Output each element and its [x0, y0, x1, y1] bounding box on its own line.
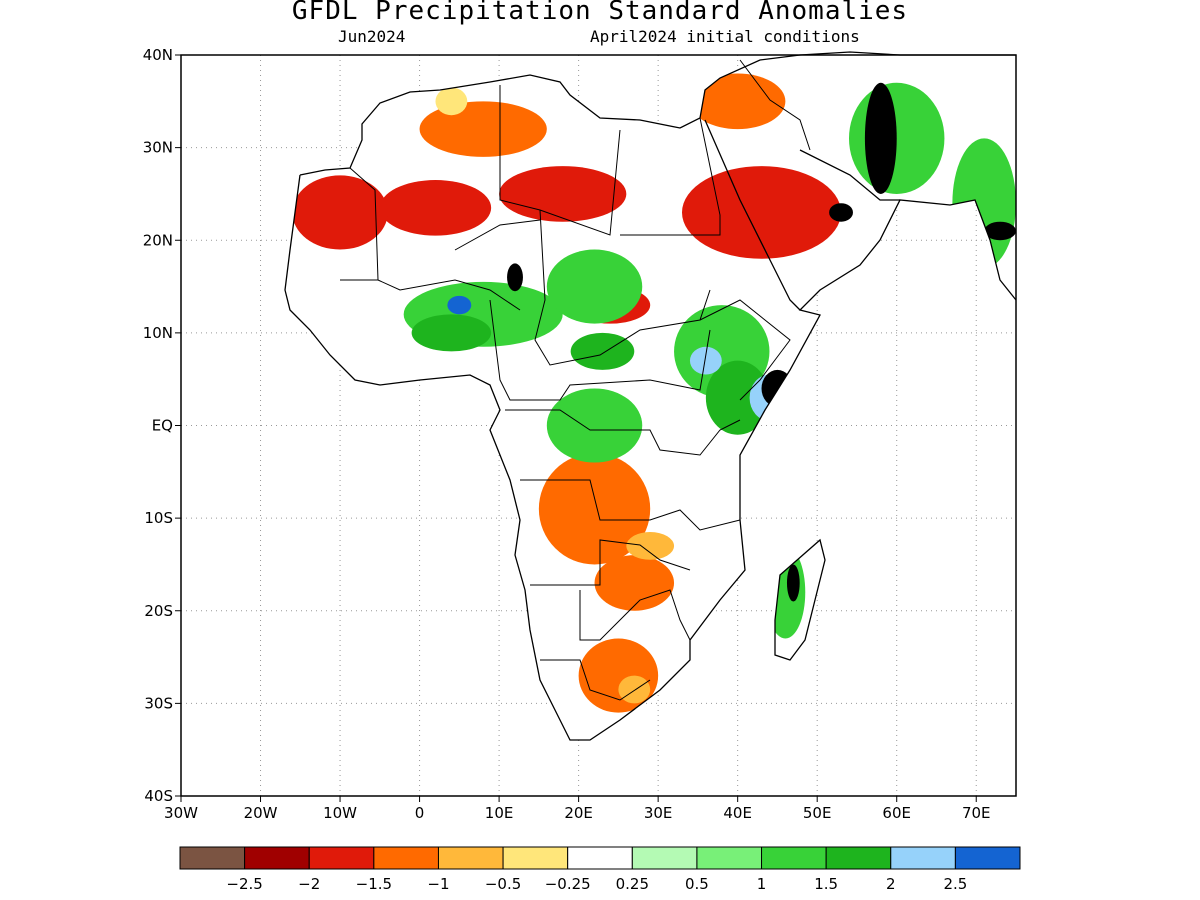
colorbar-swatch: [954, 846, 1021, 870]
lon-tick-label: 10E: [485, 804, 514, 822]
anomaly-region: [538, 453, 651, 565]
lon-tick-label: 20E: [564, 804, 593, 822]
colorbar-label: 2.5: [943, 875, 967, 893]
anomaly-region: [578, 638, 659, 713]
anomaly-region: [618, 675, 651, 704]
lon-tick-label: 20W: [244, 804, 278, 822]
colorbar-swatch: [502, 846, 569, 870]
lat-tick-label: 20N: [143, 231, 173, 249]
lon-tick-label: 70E: [962, 804, 991, 822]
colorbar-label: 0.25: [616, 875, 649, 893]
anomaly-region: [447, 295, 472, 315]
anomaly-region: [786, 564, 800, 602]
anomaly-region: [499, 166, 627, 222]
anomaly-region: [682, 166, 842, 259]
anomaly-region: [864, 82, 897, 194]
colorbar-swatch: [567, 846, 633, 870]
anomaly-region: [689, 73, 786, 130]
anomaly-region: [765, 545, 806, 639]
lon-tick-label: 10W: [323, 804, 357, 822]
lon-tick-label: 50E: [803, 804, 832, 822]
colorbar-label: 1.5: [814, 875, 838, 893]
colorbar-label: −2.5: [226, 875, 262, 893]
initial-conditions-label: April2024 initial conditions: [590, 27, 860, 46]
lat-tick-label: 30S: [144, 694, 173, 712]
anomaly-region: [984, 221, 1016, 241]
colorbar-swatch: [696, 846, 763, 870]
colorbar-label: −0.5: [485, 875, 521, 893]
anomaly-region: [705, 360, 770, 435]
anomaly-region: [507, 263, 523, 292]
lon-tick-label: 40E: [723, 804, 752, 822]
colorbar-swatch: [179, 846, 246, 870]
anomaly-region: [626, 532, 675, 560]
lat-tick-label: 10S: [144, 509, 173, 527]
lon-tick-label: 30W: [164, 804, 198, 822]
colorbar-swatch: [373, 846, 439, 870]
anomaly-region: [435, 87, 468, 116]
colorbar-label: −1.5: [356, 875, 392, 893]
colorbar-label: 0.5: [685, 875, 709, 893]
anomaly-region: [689, 346, 722, 375]
anomaly-region: [379, 180, 492, 236]
colorbar: −2.5 −2 −1.5 −1 −0.5 −0.25 0.25 0.5 1 1.5 2 2.5: [179, 846, 1021, 893]
colorbar-swatch: [437, 846, 504, 870]
colorbar-label: −1: [427, 875, 449, 893]
colorbar-label: 1: [757, 875, 767, 893]
lon-tick-label: 60E: [882, 804, 911, 822]
lon-tick-label: 30E: [644, 804, 673, 822]
lon-tick-label: 0: [415, 804, 425, 822]
colorbar-label: −2: [298, 875, 320, 893]
lat-tick-label: 40N: [143, 46, 173, 64]
forecast-month: Jun2024: [338, 27, 406, 46]
colorbar-swatch: [631, 846, 698, 870]
anomaly-region: [849, 82, 945, 194]
anomaly-region: [546, 249, 643, 324]
colorbar-swatch: [825, 846, 892, 870]
anomaly-region: [411, 314, 492, 352]
anomaly-region: [304, 582, 321, 602]
anomaly-region: [546, 388, 643, 463]
country-borders: [340, 59, 811, 701]
anomaly-region: [570, 332, 635, 370]
anomaly-region: [761, 369, 794, 407]
lat-tick-label: 30N: [143, 139, 173, 157]
colorbar-swatch: [308, 846, 375, 870]
anomaly-region: [419, 101, 547, 157]
colorbar-swatch: [890, 846, 956, 870]
colorbar-swatch: [761, 846, 827, 870]
anomaly-region: [829, 203, 853, 222]
lat-tick-label: 40S: [144, 787, 173, 805]
chart-title: GFDL Precipitation Standard Anomalies: [291, 0, 909, 26]
colorbar-label: −0.25: [545, 875, 591, 893]
lat-tick-label: 10N: [143, 324, 173, 342]
colorbar-swatch: [244, 846, 310, 870]
coastline: [284, 51, 1017, 741]
anomaly-region: [594, 555, 675, 611]
lat-tick-label: EQ: [152, 417, 173, 435]
lat-tick-label: 20S: [144, 602, 173, 620]
anomaly-region: [292, 175, 388, 250]
colorbar-label: 2: [886, 875, 896, 893]
